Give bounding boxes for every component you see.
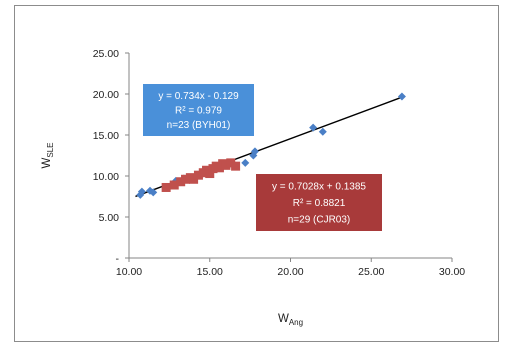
y-tick-label: 5.00 [99, 212, 120, 224]
square-point [169, 180, 179, 190]
annotation-line: n=23 (BYH01) [167, 120, 231, 131]
scatter-chart: - 5.00 10.00 15.00 20.00 25.00 10.00 15.00 20.00… [41, 48, 466, 327]
axes [125, 52, 453, 262]
annotation-line: n=29 (CJR03) [288, 214, 351, 225]
diamond-point [241, 158, 250, 167]
y-tick-label: 20.00 [93, 89, 119, 101]
x-tick-label: 30.00 [439, 266, 465, 278]
x-tick-label: 20.00 [277, 266, 303, 278]
square-point [181, 174, 191, 184]
tick-labels: - 5.00 10.00 15.00 20.00 25.00 10.00 15.00 20.00… [93, 48, 466, 278]
diamond-point [149, 188, 158, 197]
x-tick-label: 10.00 [116, 266, 142, 278]
annotation-line: R² = 0.8821 [293, 198, 346, 209]
square-point [205, 169, 215, 179]
diamond-point [318, 127, 327, 136]
x-axis-label: WAng [278, 313, 303, 327]
annotation-line: y = 0.734x - 0.129 [158, 91, 239, 102]
square-point [221, 160, 231, 170]
square-point [231, 161, 241, 171]
annotation-line: R² = 0.979 [175, 106, 222, 117]
square-point [161, 182, 171, 192]
annotation-line: y = 0.7028x + 0.1385 [272, 182, 366, 193]
y-tick-label: 10.00 [93, 171, 119, 183]
y-tick-label: 15.00 [93, 130, 119, 142]
diamond-point [137, 187, 146, 196]
chart-frame: - 5.00 10.00 15.00 20.00 25.00 10.00 15.00 20.00… [14, 5, 499, 342]
x-tick-label: 25.00 [358, 266, 384, 278]
data-points [136, 92, 406, 199]
square-point [193, 170, 203, 180]
diamond-point [309, 123, 318, 132]
x-tick-label: 15.00 [197, 266, 223, 278]
annotation-box [143, 84, 254, 136]
square-point [189, 174, 199, 184]
diamond-point [397, 92, 406, 101]
axis-labels: WAng WSLE [41, 143, 303, 327]
y-tick-label: 25.00 [93, 48, 119, 60]
annotation-box [256, 174, 382, 231]
square-point [176, 177, 186, 187]
square-point [226, 158, 236, 168]
annotations: y = 0.734x - 0.129 R² = 0.979 n=23 (BYH01)… [143, 84, 382, 231]
y-axis-label: WSLE [41, 143, 55, 169]
y-tick-label: - [116, 253, 120, 265]
diamond-point [250, 147, 259, 156]
